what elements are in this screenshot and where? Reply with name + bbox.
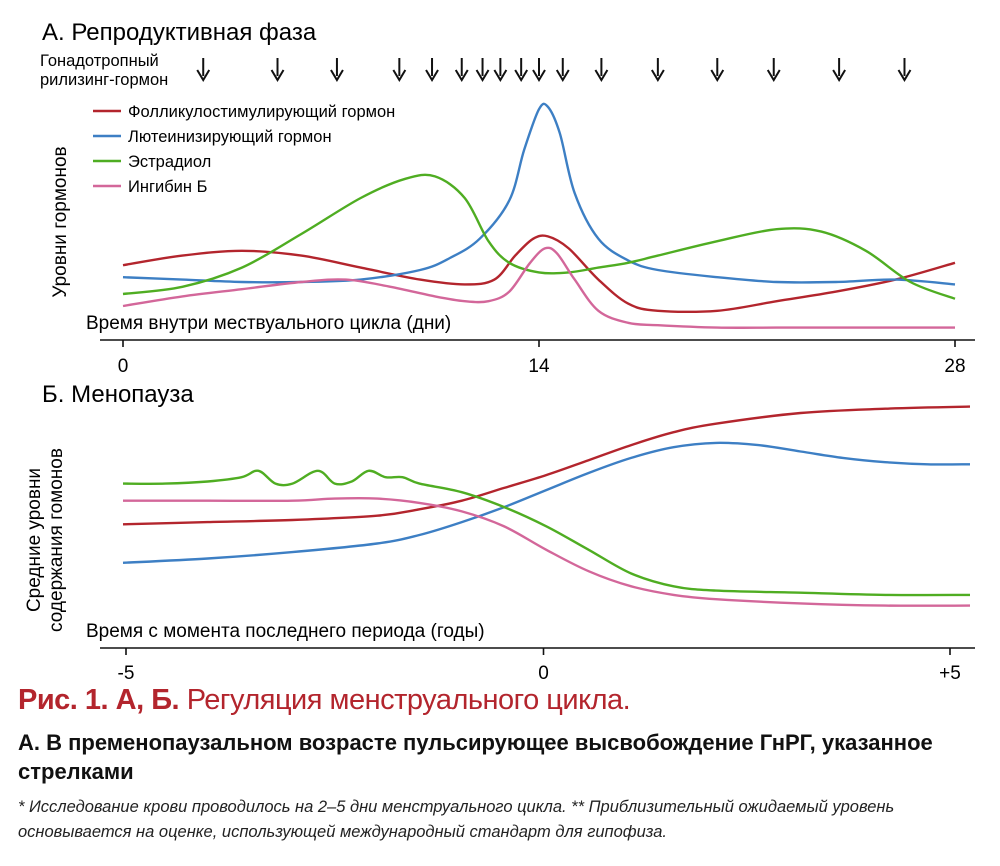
- panel-b-y-axis-label-line-1: Средние уровни: [24, 468, 45, 612]
- panel-a-x-axis-label: Время внутри мествуального цикла (дни): [86, 313, 451, 334]
- panel-b-line-estradiol: [122, 469, 971, 597]
- gnrh-pulse-arrow: [710, 58, 725, 82]
- gnrh-pulse-arrow: [454, 58, 469, 82]
- panel-a-x-ticks: 0 14 28: [118, 340, 966, 377]
- panel-b-chart: Б. Менопауза Средние уровни содержания г…: [24, 381, 975, 684]
- legend-item-fsh: Фолликулостимулирующий гормон: [93, 103, 395, 121]
- legend-label: Фолликулостимулирующий гормон: [128, 103, 395, 121]
- panel-b-line-fsh: [122, 405, 971, 526]
- panel-a-legend: Фолликулостимулирующий гормон Лютеинизиру…: [93, 103, 395, 196]
- panel-b-tick-label: 0: [538, 663, 549, 684]
- panel-b-line-lh: [122, 441, 971, 564]
- figure-caption-subtitle: А. В пременопаузальном возрасте пульсиру…: [18, 730, 933, 784]
- gnrh-label-line-2: рилизинг-гормон: [40, 71, 168, 89]
- legend-label: Ингибин Б: [128, 178, 207, 196]
- panel-a-line-lh: [122, 102, 956, 286]
- gnrh-pulse-arrow: [594, 58, 609, 82]
- panel-b-line-inhibin-b: [123, 496, 971, 607]
- panel-a-tick-label: 28: [944, 356, 965, 377]
- figure-caption-heading: Регуляция менструального цикла.: [186, 684, 631, 716]
- figure-caption-footnote: * Исследование крови проводилось на 2–5 …: [18, 798, 895, 841]
- gnrh-pulse-arrow: [270, 58, 285, 82]
- figure-caption-title: Рис. 1. А, Б. Регуляция менструального ц…: [18, 684, 986, 717]
- figure-caption-number: Рис. 1. А, Б.: [18, 684, 180, 716]
- panel-a-line-estradiol: [122, 173, 956, 300]
- gnrh-pulse-arrows: [196, 58, 912, 82]
- panel-b-y-axis-label-line-2: содержания гомонов: [46, 448, 67, 632]
- panel-a-chart: А. Репродуктивная фаза Гонадотропный рил…: [40, 19, 975, 377]
- panel-b-tick-label: -5: [118, 663, 135, 684]
- legend-label: Лютеинизирующий гормон: [128, 128, 332, 146]
- legend-item-lh: Лютеинизирующий гормон: [93, 128, 332, 146]
- legend-item-inhibin-b: Ингибин Б: [93, 178, 207, 196]
- gnrh-pulse-arrow: [475, 58, 490, 82]
- panel-a-tick-label: 0: [118, 356, 129, 377]
- legend-item-estradiol: Эстрадиол: [93, 153, 211, 171]
- gnrh-pulse-arrow: [493, 58, 508, 82]
- panel-b-x-axis-label: Время с момента последнего периода (годы…: [86, 621, 485, 642]
- legend-label: Эстрадиол: [128, 153, 211, 171]
- figure: А. Репродуктивная фаза Гонадотропный рил…: [24, 19, 975, 684]
- panel-b-series: [122, 405, 971, 607]
- gnrh-pulse-arrow: [650, 58, 665, 82]
- panel-b-tick-label: +5: [939, 663, 961, 684]
- panel-a-title: А. Репродуктивная фаза: [42, 19, 317, 46]
- panel-a-line-inhibin-b: [122, 246, 955, 329]
- gnrh-pulse-arrow: [425, 58, 439, 82]
- gnrh-pulse-arrow: [514, 58, 529, 82]
- gnrh-pulse-arrow: [766, 58, 781, 82]
- gnrh-pulse-arrow: [555, 58, 570, 82]
- panel-a-series: [122, 102, 956, 329]
- panel-a-y-axis-label: Уровни гормонов: [50, 146, 71, 297]
- panel-b-x-ticks: -5 0 +5: [118, 648, 961, 684]
- gnrh-pulse-arrow: [832, 58, 846, 82]
- gnrh-label-line-1: Гонадотропный: [40, 52, 159, 70]
- panel-a-tick-label: 14: [528, 356, 550, 377]
- gnrh-pulse-arrow: [897, 58, 912, 82]
- panel-b-title: Б. Менопауза: [42, 381, 194, 408]
- gnrh-pulse-arrow: [330, 58, 344, 82]
- gnrh-pulse-arrow: [196, 58, 211, 82]
- gnrh-pulse-arrow: [532, 58, 546, 82]
- panel-a-line-fsh: [122, 234, 956, 314]
- gnrh-pulse-arrow: [392, 58, 407, 82]
